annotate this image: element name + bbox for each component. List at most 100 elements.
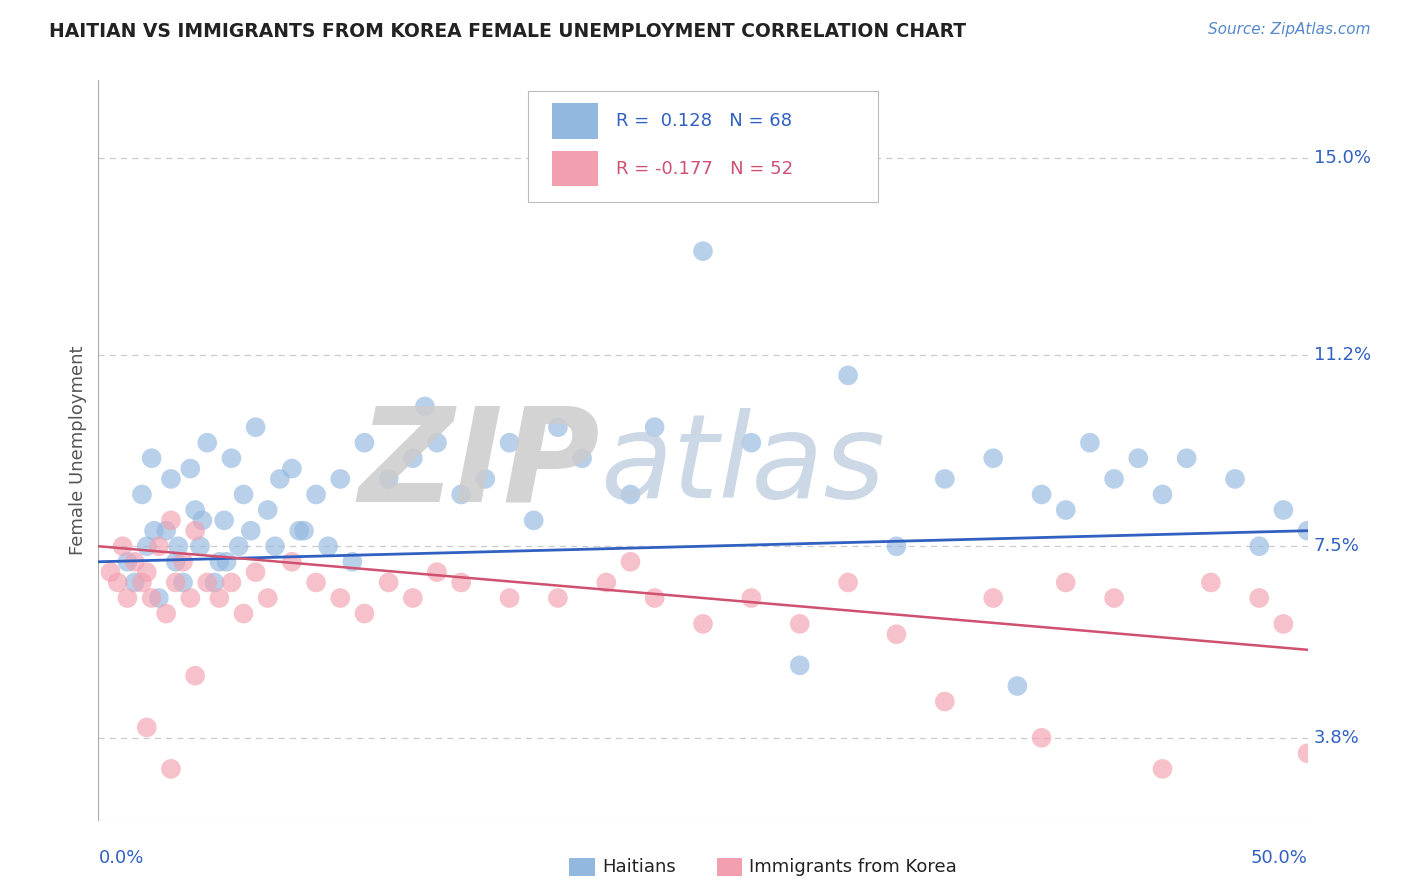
Point bbox=[221, 451, 243, 466]
Point bbox=[256, 503, 278, 517]
Point bbox=[143, 524, 166, 538]
Point bbox=[117, 555, 139, 569]
Point bbox=[595, 575, 617, 590]
Bar bbox=[551, 103, 598, 138]
Point bbox=[353, 435, 375, 450]
Point bbox=[1031, 487, 1053, 501]
Point bbox=[135, 565, 157, 579]
Point bbox=[413, 400, 436, 414]
Point bbox=[934, 695, 956, 709]
Point bbox=[426, 565, 449, 579]
Point bbox=[1054, 575, 1077, 590]
Point bbox=[135, 539, 157, 553]
Point bbox=[547, 591, 569, 605]
Point bbox=[329, 591, 352, 605]
Point bbox=[165, 575, 187, 590]
Point bbox=[1272, 503, 1295, 517]
Point bbox=[195, 435, 218, 450]
Point bbox=[288, 524, 311, 538]
Text: atlas: atlas bbox=[600, 409, 886, 523]
Point bbox=[886, 627, 908, 641]
Point bbox=[160, 513, 183, 527]
Point bbox=[305, 575, 328, 590]
Point bbox=[292, 524, 315, 538]
Point bbox=[1249, 591, 1271, 605]
Point bbox=[269, 472, 291, 486]
Text: Immigrants from Korea: Immigrants from Korea bbox=[749, 858, 957, 876]
Point bbox=[215, 555, 238, 569]
Point bbox=[245, 565, 267, 579]
Text: 15.0%: 15.0% bbox=[1313, 149, 1371, 167]
Point bbox=[172, 555, 194, 569]
Point bbox=[934, 472, 956, 486]
Text: R = -0.177   N = 52: R = -0.177 N = 52 bbox=[616, 160, 793, 178]
Text: 3.8%: 3.8% bbox=[1313, 729, 1360, 747]
Text: Source: ZipAtlas.com: Source: ZipAtlas.com bbox=[1208, 22, 1371, 37]
Point bbox=[232, 607, 254, 621]
Point bbox=[450, 575, 472, 590]
Point bbox=[148, 539, 170, 553]
Point bbox=[167, 539, 190, 553]
Point bbox=[450, 487, 472, 501]
Point bbox=[165, 555, 187, 569]
Point bbox=[316, 539, 339, 553]
Point bbox=[789, 658, 811, 673]
Point bbox=[141, 451, 163, 466]
Point bbox=[305, 487, 328, 501]
Point bbox=[281, 461, 304, 475]
Point bbox=[208, 591, 231, 605]
Point bbox=[141, 591, 163, 605]
Point bbox=[1007, 679, 1029, 693]
Point bbox=[837, 575, 859, 590]
Point bbox=[184, 668, 207, 682]
Point bbox=[571, 451, 593, 466]
Point bbox=[1249, 539, 1271, 553]
Point bbox=[981, 451, 1004, 466]
Point bbox=[837, 368, 859, 383]
Point bbox=[117, 591, 139, 605]
Point bbox=[100, 565, 122, 579]
Point bbox=[1199, 575, 1222, 590]
Point bbox=[1152, 487, 1174, 501]
Point bbox=[1175, 451, 1198, 466]
Point bbox=[191, 513, 214, 527]
Point bbox=[232, 487, 254, 501]
Point bbox=[1102, 472, 1125, 486]
Point bbox=[131, 575, 153, 590]
Text: 50.0%: 50.0% bbox=[1251, 849, 1308, 867]
Point bbox=[377, 575, 399, 590]
Point bbox=[981, 591, 1004, 605]
Text: 7.5%: 7.5% bbox=[1313, 537, 1360, 555]
Point bbox=[124, 575, 146, 590]
Point bbox=[692, 616, 714, 631]
Point bbox=[692, 244, 714, 259]
Text: 11.2%: 11.2% bbox=[1313, 346, 1371, 364]
Point bbox=[135, 721, 157, 735]
FancyBboxPatch shape bbox=[527, 91, 879, 202]
Point bbox=[342, 555, 364, 569]
Point bbox=[264, 539, 287, 553]
Point bbox=[184, 503, 207, 517]
Point bbox=[1223, 472, 1246, 486]
Point bbox=[111, 539, 134, 553]
Point bbox=[179, 591, 201, 605]
Point bbox=[644, 591, 666, 605]
Point bbox=[131, 487, 153, 501]
Point bbox=[1031, 731, 1053, 745]
Point bbox=[329, 472, 352, 486]
Point bbox=[402, 591, 425, 605]
Point bbox=[619, 555, 641, 569]
Point bbox=[281, 555, 304, 569]
Point bbox=[547, 420, 569, 434]
Point bbox=[204, 575, 226, 590]
Text: Haitians: Haitians bbox=[602, 858, 675, 876]
Point bbox=[498, 591, 520, 605]
Text: 0.0%: 0.0% bbox=[98, 849, 143, 867]
Point bbox=[1128, 451, 1150, 466]
Point bbox=[208, 555, 231, 569]
Point bbox=[740, 591, 762, 605]
Point bbox=[239, 524, 262, 538]
Point bbox=[212, 513, 235, 527]
Point bbox=[353, 607, 375, 621]
Point bbox=[155, 524, 177, 538]
